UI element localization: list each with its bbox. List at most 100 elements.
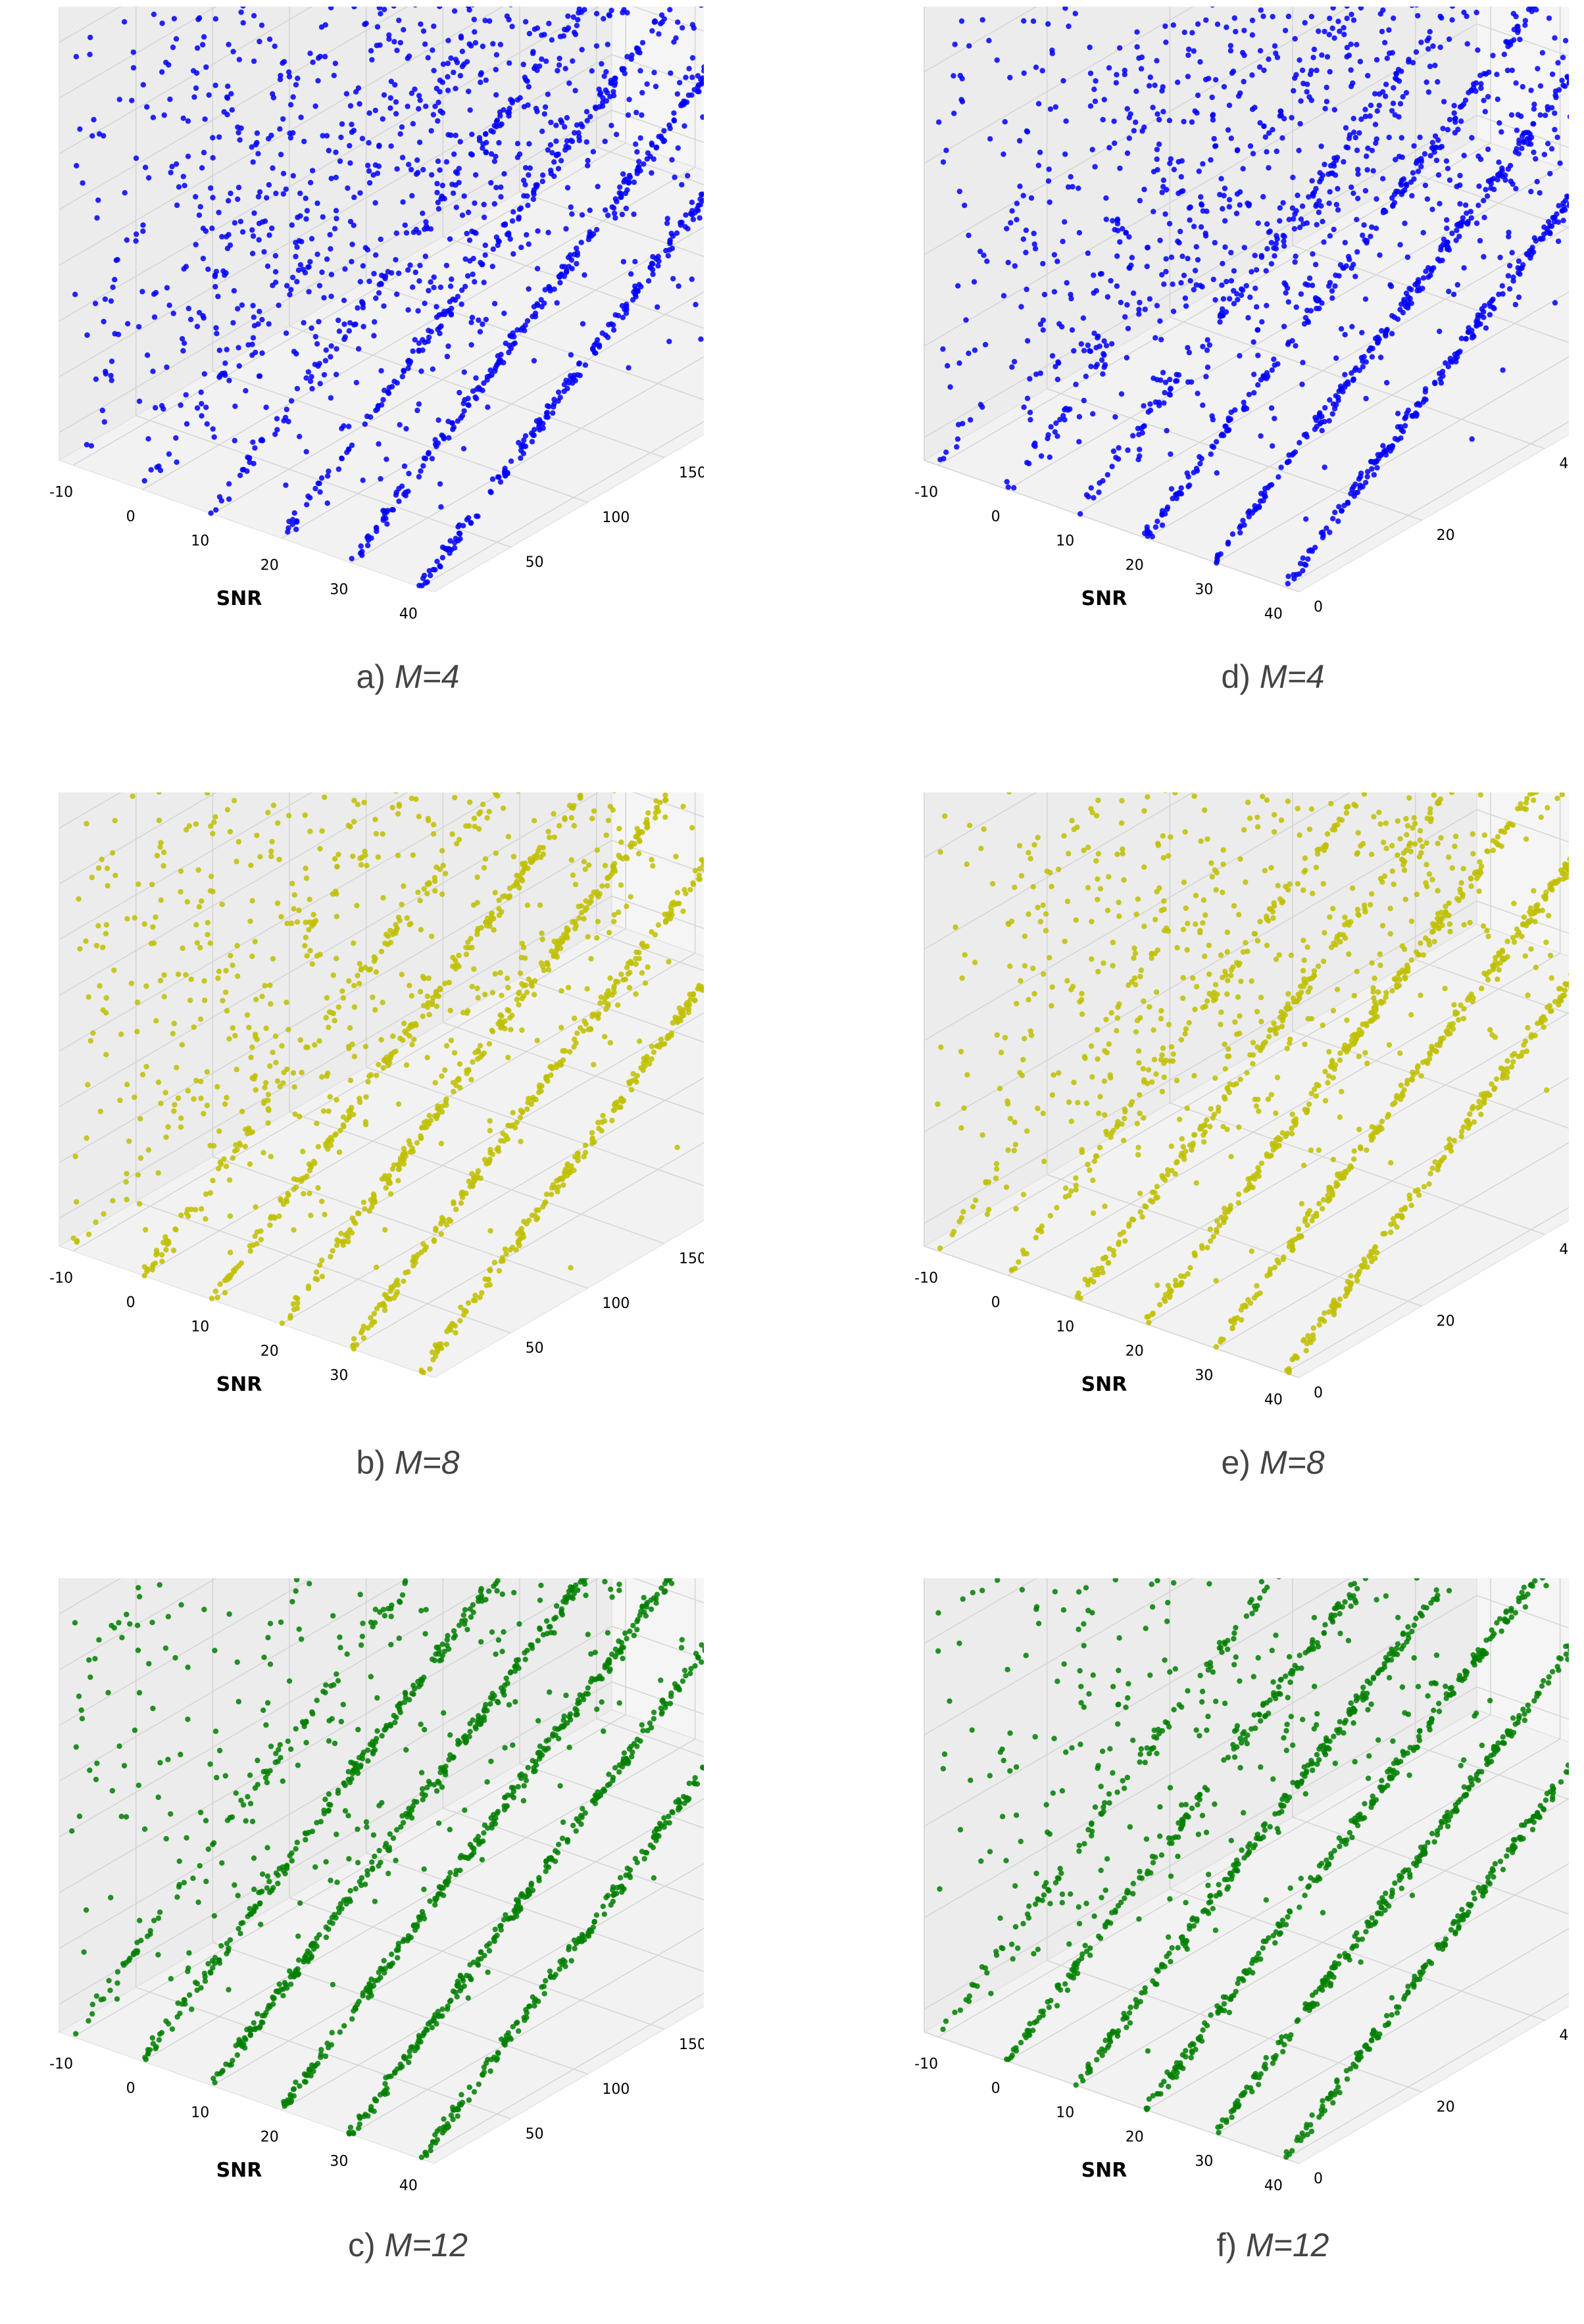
scatter-point xyxy=(449,1321,455,1326)
scatter-point xyxy=(283,483,288,488)
scatter-point xyxy=(79,1707,84,1712)
scatter-point xyxy=(420,210,425,216)
scatter-point xyxy=(153,1018,159,1023)
scatter-point xyxy=(309,386,314,391)
scatter-point xyxy=(401,883,406,888)
scatter-point xyxy=(498,352,503,357)
scatter-point xyxy=(687,887,693,892)
scatter-point xyxy=(478,329,483,334)
scatter-point xyxy=(530,51,535,56)
scatter-point xyxy=(539,931,544,936)
scatter-point xyxy=(310,168,315,173)
scatter-point xyxy=(516,873,521,879)
scatter-point xyxy=(608,804,613,809)
scatter-point xyxy=(235,197,240,202)
scatter-point xyxy=(322,794,327,800)
scatter-point xyxy=(491,916,496,921)
scatter-point xyxy=(631,180,637,185)
scatter-point xyxy=(184,421,189,426)
scatter-point xyxy=(675,91,680,97)
scatter-point xyxy=(539,32,544,37)
scatter-point xyxy=(405,1269,410,1274)
scatter-point xyxy=(216,969,222,974)
scatter-point xyxy=(558,1062,564,1067)
y-tick-label: 150 xyxy=(679,465,704,481)
scatter-point xyxy=(124,1612,129,1617)
scatter-point xyxy=(111,967,116,973)
scatter-point xyxy=(393,493,399,498)
scatter-point xyxy=(191,1025,197,1030)
scatter-point xyxy=(84,442,89,447)
scatter-point xyxy=(577,137,582,143)
scatter-point xyxy=(584,139,589,145)
scatter-point xyxy=(697,877,703,882)
scatter-point xyxy=(641,161,646,166)
scatter-point xyxy=(273,1034,278,1039)
scatter-point xyxy=(466,402,471,408)
scatter-point xyxy=(666,1033,671,1038)
scatter-point xyxy=(390,805,395,810)
scatter-point xyxy=(255,151,260,157)
scatter-point xyxy=(357,1096,362,1101)
scatter-point xyxy=(480,802,485,807)
scatter-point xyxy=(74,1199,79,1205)
scatter-point xyxy=(398,132,403,137)
scatter-point xyxy=(395,1178,401,1183)
scatter-point xyxy=(213,325,218,330)
scatter-point xyxy=(405,915,410,921)
scatter-point xyxy=(151,115,156,120)
scatter-point xyxy=(306,927,311,932)
scatter-point xyxy=(240,230,245,235)
scatter-point xyxy=(241,20,246,26)
scatter-point xyxy=(457,1061,462,1067)
scatter-point xyxy=(695,84,701,89)
scatter-point xyxy=(140,222,145,228)
scatter-point xyxy=(187,998,193,1003)
scatter-point xyxy=(451,191,456,196)
scatter-point xyxy=(260,438,265,443)
scatter-point xyxy=(556,1184,561,1190)
scatter-point xyxy=(349,241,355,247)
scatter-point xyxy=(569,266,574,271)
scatter-point xyxy=(646,278,651,283)
scatter-point xyxy=(602,1579,607,1584)
scatter-point xyxy=(626,365,631,370)
scatter-point xyxy=(150,369,155,374)
scatter-point xyxy=(270,956,276,961)
scatter-point xyxy=(224,1095,229,1100)
scatter-point xyxy=(348,1078,353,1083)
scatter-point xyxy=(570,806,576,811)
scatter-point xyxy=(675,890,680,895)
scatter-point xyxy=(212,814,218,819)
scatter-point xyxy=(350,854,355,859)
scatter-point xyxy=(560,939,565,944)
scatter-point xyxy=(417,139,422,145)
scatter-point xyxy=(391,1282,397,1288)
scatter-point xyxy=(284,187,289,192)
scatter-point xyxy=(348,103,353,109)
scatter-point xyxy=(273,269,278,274)
scatter-point xyxy=(551,811,556,816)
scatter-point xyxy=(226,1036,232,1042)
scatter-point xyxy=(524,990,530,995)
scatter-point xyxy=(396,498,401,504)
scatter-point xyxy=(649,28,655,34)
scatter-point xyxy=(559,264,564,269)
scatter-point xyxy=(162,1090,168,1095)
scatter-point xyxy=(314,252,320,257)
scatter-point xyxy=(390,932,395,937)
scatter-point xyxy=(166,303,172,308)
scatter-point xyxy=(603,863,608,868)
scatter-point xyxy=(319,1257,324,1263)
scatter-point xyxy=(499,1013,504,1019)
scatter-point xyxy=(590,1011,595,1017)
scatter-point xyxy=(629,57,634,62)
scatter-point xyxy=(564,115,570,120)
scatter-point xyxy=(171,1108,176,1113)
scatter-point xyxy=(631,212,636,217)
scatter-point xyxy=(328,1254,333,1259)
scatter-point xyxy=(112,1625,117,1630)
scatter-point xyxy=(307,897,312,902)
scatter-point xyxy=(304,449,309,454)
scatter-point xyxy=(219,234,224,239)
